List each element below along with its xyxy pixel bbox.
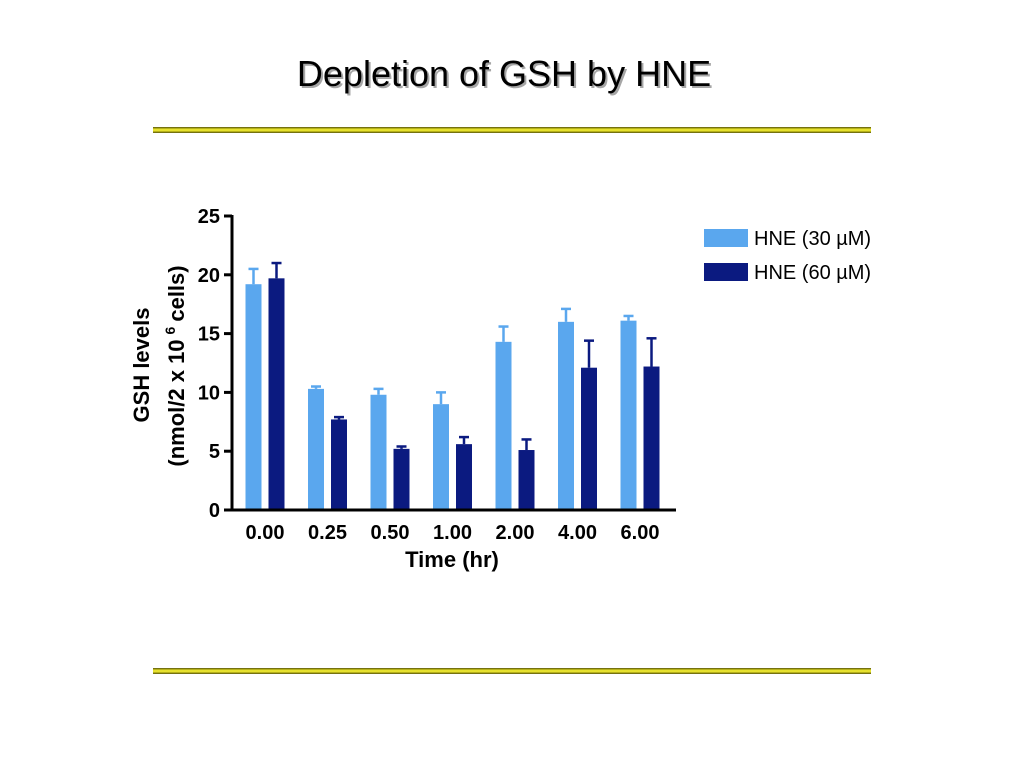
legend: HNE (30 µM) HNE (60 µM) <box>704 228 871 284</box>
bar-series1-4.00 <box>558 321 574 510</box>
error-bar-series2-0.00 <box>271 261 282 279</box>
legend-item-series1: HNE (30 µM) <box>704 228 871 250</box>
bottom-divider-rule <box>153 668 871 674</box>
error-bar-series1-1.00 <box>436 391 446 405</box>
y-tick-label-25: 25 <box>198 206 220 228</box>
error-bar-series1-0.00 <box>248 267 259 285</box>
error-bar-series2-2.00 <box>521 438 532 451</box>
x-tick-label-4.00: 4.00 <box>558 522 597 544</box>
error-bar-series1-0.25 <box>311 385 321 389</box>
x-tick-label-1.00: 1.00 <box>433 522 472 544</box>
x-tick-label-0.25: 0.25 <box>308 522 347 544</box>
error-bar-series2-0.25 <box>334 415 344 420</box>
y-axis-title-line2: (nmol/2 x 10 6 cells) <box>162 265 189 466</box>
x-tick-label-6.00: 6.00 <box>621 522 660 544</box>
error-bar-series1-4.00 <box>561 307 571 322</box>
error-bar-series1-0.50 <box>373 387 384 395</box>
y-axis-title-line1: GSH levels <box>129 308 154 423</box>
x-tick-label-0.50: 0.50 <box>371 522 410 544</box>
y-tick-label-5: 5 <box>209 441 220 463</box>
error-bar-series2-1.00 <box>459 435 469 445</box>
y-tick-label-10: 10 <box>198 382 220 404</box>
y-tick-label-20: 20 <box>198 265 220 287</box>
y-axis-unit-exponent: 6 <box>162 326 178 334</box>
x-tick-labels-group: 0.00 0.25 0.50 1.00 2.00 4.00 6.00 <box>246 522 660 544</box>
plot-area: 0 5 10 15 20 25 0.00 0.25 0.50 1.00 2.00 4.00 6.00 <box>198 206 676 544</box>
y-tick-label-15: 15 <box>198 324 220 346</box>
bar-series1-2.00 <box>495 341 512 510</box>
bar-series2-0.50 <box>393 448 410 510</box>
bar-series2-1.00 <box>456 444 472 510</box>
bar-series2-0.00 <box>268 278 285 510</box>
bar-series2-6.00 <box>643 366 660 510</box>
top-divider-rule <box>153 127 871 133</box>
legend-label-series1: HNE (30 µM) <box>754 228 871 250</box>
y-axis-unit-suffix: cells) <box>164 265 189 321</box>
error-bar-series2-6.00 <box>646 337 657 367</box>
error-bar-series1-6.00 <box>623 314 634 321</box>
legend-label-series2: HNE (60 µM) <box>754 262 871 284</box>
slide-title: Depletion of GSH by HNE <box>296 53 712 94</box>
x-axis-title: Time (hr) <box>405 547 499 572</box>
x-tick-label-0.00: 0.00 <box>246 522 285 544</box>
bar-series2-0.25 <box>331 419 347 510</box>
y-ticks-group: 0 5 10 15 20 25 <box>198 206 232 522</box>
bar-series1-6.00 <box>620 320 637 510</box>
x-tick-label-2.00: 2.00 <box>496 522 535 544</box>
bars-group <box>245 261 660 510</box>
error-bar-series2-0.50 <box>396 445 407 449</box>
error-bar-series2-4.00 <box>584 339 594 368</box>
bar-series1-0.00 <box>245 284 262 510</box>
legend-swatch-series1 <box>704 229 748 247</box>
legend-item-series2: HNE (60 µM) <box>704 262 871 284</box>
bar-series1-1.00 <box>433 404 449 510</box>
y-tick-label-0: 0 <box>209 500 220 522</box>
error-bar-series1-2.00 <box>498 325 509 342</box>
bar-series2-2.00 <box>518 450 535 510</box>
bar-series1-0.50 <box>370 394 387 510</box>
bar-series2-4.00 <box>581 367 597 510</box>
y-axis-unit-prefix: (nmol/2 x 10 <box>164 339 189 466</box>
bar-series1-0.25 <box>308 388 324 510</box>
legend-swatch-series2 <box>704 263 748 281</box>
